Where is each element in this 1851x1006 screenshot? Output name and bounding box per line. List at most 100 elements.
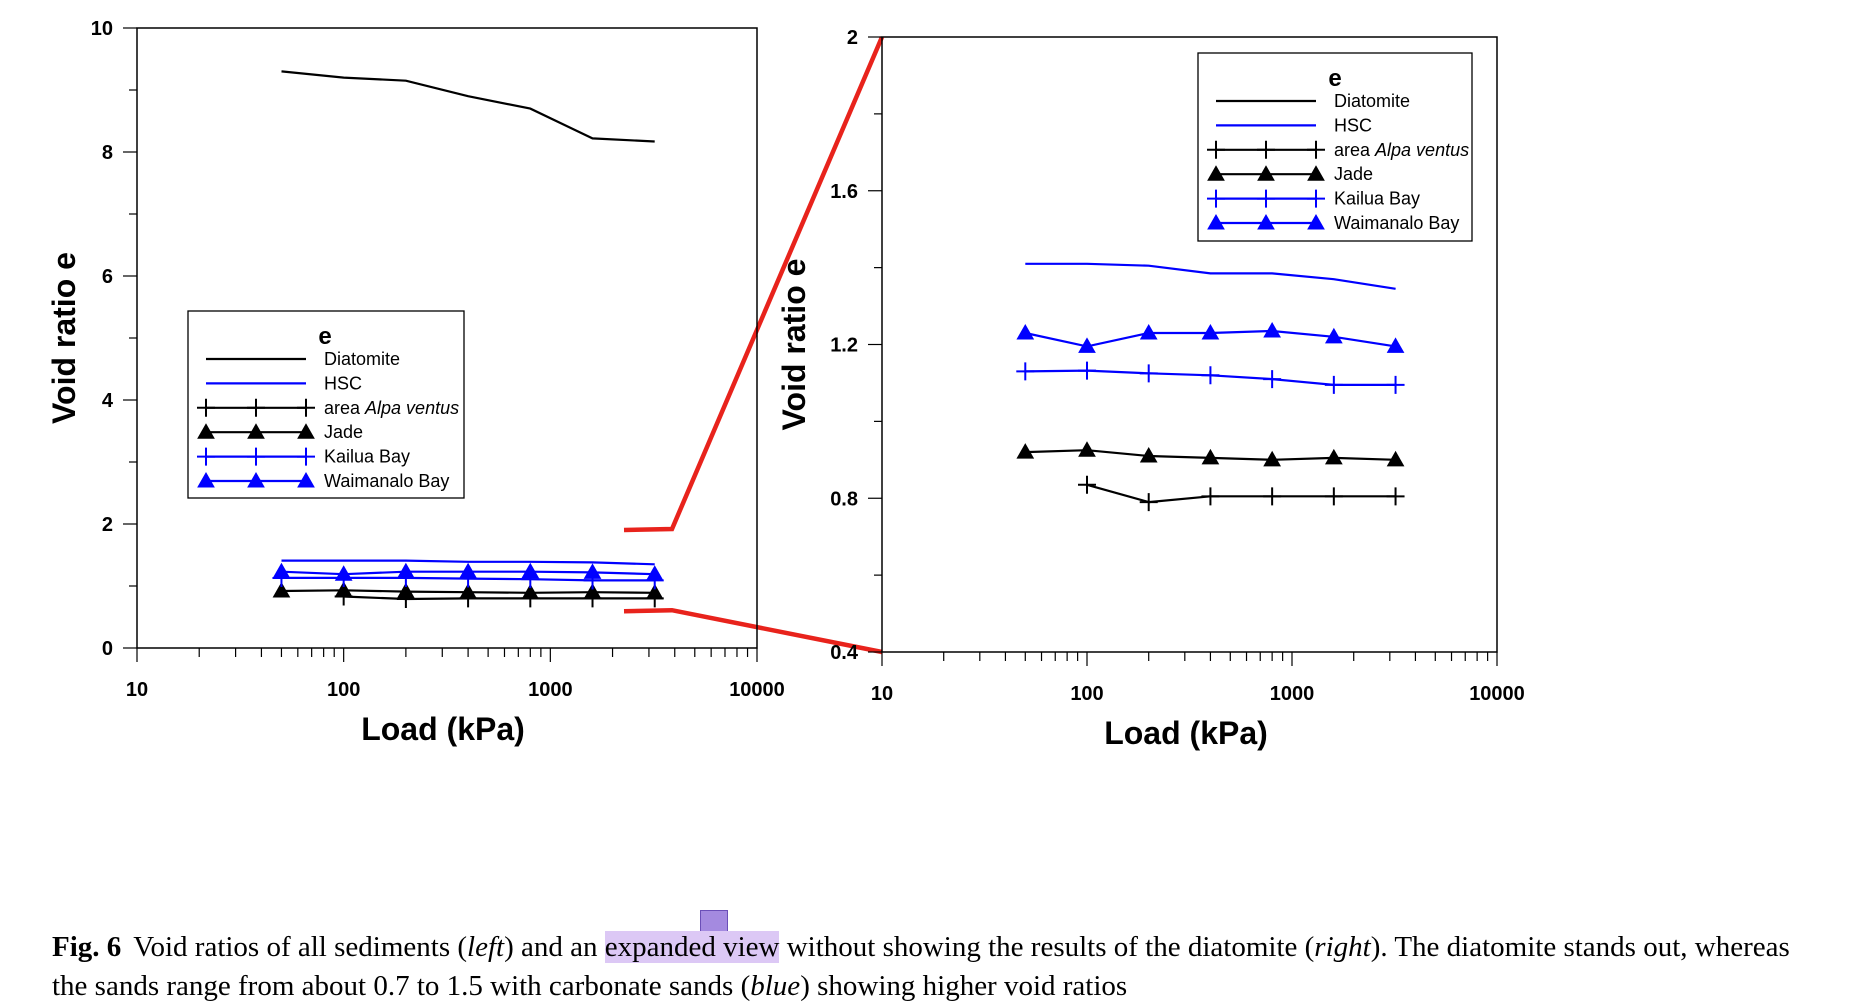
- y-axis-title: Void ratio e: [776, 259, 812, 431]
- series-line: [1086, 483, 1396, 504]
- data-point: [1263, 322, 1281, 338]
- caption-text-5: ) showing higher void ratios: [800, 970, 1128, 1002]
- y-tick-label: 8: [102, 142, 113, 164]
- legend-label-plain: Kailua Bay: [324, 447, 410, 467]
- data-point: [1263, 370, 1282, 389]
- legend-entry: Waimanalo Bay: [1207, 213, 1459, 233]
- legend-entry: Jade: [1207, 164, 1373, 184]
- data-point: [1263, 450, 1281, 467]
- legend-entry: Kailua Bay: [197, 447, 410, 467]
- legend-entry: Diatomite: [206, 349, 400, 369]
- caption-text-4: ). The diatomite stands out, whereas the…: [52, 931, 1790, 1002]
- data-point: [1078, 475, 1096, 494]
- legend-marker: [1257, 213, 1275, 230]
- legend-entry: area Alpa ventus: [197, 398, 459, 418]
- data-point: [1078, 337, 1096, 353]
- x-tick-label: 1000: [528, 679, 573, 701]
- data-point: [1139, 323, 1158, 340]
- series-diatomite: [281, 70, 655, 143]
- legend-marker: [1207, 213, 1225, 230]
- x-axis-title: Load (kPa): [1104, 715, 1268, 751]
- y-tick-label: 6: [102, 266, 113, 288]
- x-axis-title: Load (kPa): [361, 711, 525, 747]
- legend-label-plain: HSC: [324, 373, 362, 393]
- data-point: [1386, 337, 1405, 353]
- data-point: [272, 581, 291, 598]
- caption-left-word: left: [467, 931, 505, 963]
- legend-label: Kailua Bay: [324, 447, 410, 467]
- y-tick-label: 4: [102, 390, 114, 412]
- legend-label: Diatomite: [324, 349, 400, 369]
- legend-label: area Alpa ventus: [1334, 140, 1469, 160]
- data-point: [1078, 441, 1096, 457]
- legend-entry: area Alpa ventus: [1207, 140, 1469, 160]
- legend-title: e: [318, 323, 331, 350]
- legend-marker: [297, 471, 315, 488]
- legend-marker: [297, 423, 315, 439]
- legend-label-plain: Waimanalo Bay: [1334, 213, 1459, 233]
- y-tick-label: 0.4: [830, 642, 859, 664]
- legend-marker: [197, 423, 215, 439]
- x-tick-label: 100: [327, 679, 360, 701]
- series-kailua-bay: [1016, 361, 1405, 394]
- y-tick-label: 2: [102, 514, 113, 536]
- data-point: [1201, 323, 1220, 340]
- data-point: [1016, 323, 1035, 340]
- highlighted-text[interactable]: expanded view: [604, 931, 780, 963]
- legend-marker: [247, 447, 265, 466]
- y-tick-label: 10: [91, 18, 113, 40]
- legend-marker: [297, 447, 315, 466]
- left-chart: 10 100 1000 10000 0 2 4 6 8 10 Load (kPa) Void rati…: [46, 18, 785, 747]
- series-line: [281, 70, 655, 143]
- legend-entry: HSC: [206, 373, 362, 393]
- legend-entry: Waimanalo Bay: [197, 471, 449, 491]
- right-chart: 10 100 1000 10000 0.4 0.8 1.2 1.6 2 Load (kPa) Voi…: [776, 27, 1525, 751]
- legend-marker: [1307, 165, 1325, 181]
- data-point: [1139, 446, 1158, 463]
- legend-label: area Alpa ventus: [324, 398, 459, 418]
- data-point: [1324, 487, 1343, 506]
- x-tick-label: 10: [871, 683, 893, 705]
- x-tick-label: 1000: [1270, 683, 1315, 705]
- legend-label-plain: Kailua Bay: [1334, 189, 1420, 209]
- data-point: [1386, 487, 1405, 506]
- data-point: [1386, 450, 1405, 467]
- data-point: [1016, 443, 1035, 459]
- legend-label-plain: Waimanalo Bay: [324, 471, 449, 491]
- data-point: [645, 565, 664, 581]
- x-tick-label: 10000: [1469, 683, 1525, 705]
- x-tick-label: 10000: [729, 679, 785, 701]
- y-tick-label: 0.8: [830, 488, 858, 510]
- legend-marker: [247, 398, 265, 417]
- series-jade: [272, 581, 664, 600]
- legend-box: [187, 310, 465, 499]
- caption-text-2: ) and an: [504, 931, 605, 963]
- legend-label: Jade: [1334, 164, 1373, 184]
- data-point: [1139, 493, 1158, 512]
- legend-label-plain: area: [1334, 140, 1375, 160]
- series-hsc: [281, 559, 655, 566]
- series-line: [1025, 262, 1396, 290]
- data-point: [1016, 362, 1035, 381]
- series-area-alpa-ventus: [1078, 475, 1405, 512]
- legend-label-plain: Diatomite: [1334, 91, 1410, 111]
- data-point: [1139, 364, 1158, 383]
- caption-label: Fig. 6: [52, 931, 122, 963]
- caption-text-3: without showing the results of the diato…: [779, 931, 1315, 963]
- legend-marker: [1307, 189, 1325, 208]
- series-jade: [1016, 441, 1405, 467]
- data-point: [521, 562, 540, 579]
- legend-marker: [1257, 189, 1275, 208]
- data-point: [583, 563, 602, 579]
- series-line: [281, 559, 655, 566]
- legend-entry: HSC: [1216, 115, 1372, 135]
- data-point: [459, 583, 477, 599]
- data-point: [1201, 487, 1220, 506]
- legend-marker: [197, 471, 215, 488]
- zoom-line-lower: [623, 607, 883, 655]
- series-line: [343, 595, 655, 601]
- y-tick-label: 1.2: [830, 335, 858, 357]
- data-point: [1324, 327, 1343, 344]
- figure-caption: Fig. 6 Void ratios of all sediments (left…: [52, 928, 1832, 1006]
